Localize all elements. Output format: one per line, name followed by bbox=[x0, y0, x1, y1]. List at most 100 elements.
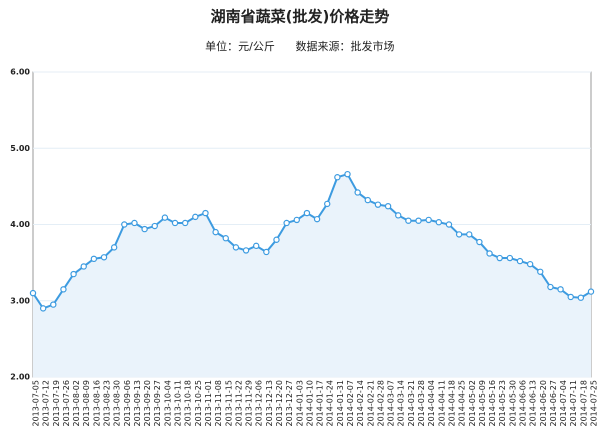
point bbox=[263, 248, 270, 256]
x-tick-label: 2014-03-28 bbox=[417, 380, 426, 427]
point bbox=[161, 214, 169, 221]
y-tick-label: 3.00 bbox=[10, 296, 30, 305]
point bbox=[283, 219, 290, 227]
x-tick-label: 2014-05-30 bbox=[508, 380, 517, 427]
y-tick-label: 2.00 bbox=[10, 373, 30, 382]
point bbox=[415, 217, 422, 224]
x-tick-label: 2014-05-16 bbox=[488, 380, 497, 427]
point bbox=[506, 254, 514, 262]
point bbox=[486, 250, 493, 257]
x-tick-label: 2013-10-25 bbox=[194, 380, 203, 427]
y-tick-label: 5.00 bbox=[10, 144, 30, 153]
x-tick-label: 2013-10-04 bbox=[163, 380, 172, 427]
x-tick-label: 2014-01-03 bbox=[295, 380, 304, 427]
x-tick-label: 2013-08-16 bbox=[92, 380, 101, 427]
x-tick-label: 2014-06-20 bbox=[539, 380, 548, 427]
point bbox=[253, 242, 260, 250]
x-tick-label: 2013-11-15 bbox=[224, 380, 233, 427]
x-tick-label: 2014-02-28 bbox=[376, 380, 385, 427]
x-tick-label: 2013-11-29 bbox=[245, 380, 254, 427]
x-tick-label: 2013-10-11 bbox=[174, 380, 183, 427]
point bbox=[547, 283, 554, 291]
point bbox=[100, 254, 108, 261]
point bbox=[313, 215, 321, 223]
point bbox=[60, 286, 67, 293]
x-tick-label: 2013-08-02 bbox=[72, 380, 81, 427]
point bbox=[29, 289, 37, 297]
point bbox=[496, 254, 503, 262]
point bbox=[567, 293, 574, 301]
x-tick-label: 2013-12-06 bbox=[255, 380, 264, 427]
point bbox=[537, 268, 544, 275]
point bbox=[344, 170, 351, 178]
x-tick-label: 2014-04-04 bbox=[427, 380, 436, 427]
x-tick-label: 2014-07-18 bbox=[579, 380, 588, 427]
point bbox=[90, 255, 98, 263]
point bbox=[39, 305, 47, 312]
point bbox=[425, 216, 432, 224]
point bbox=[395, 212, 402, 219]
point bbox=[587, 288, 595, 295]
x-tick-label: 2014-01-10 bbox=[305, 380, 314, 427]
x-tick-label: 2013-08-23 bbox=[103, 380, 112, 427]
x-tick-label: 2014-04-25 bbox=[458, 380, 467, 427]
point bbox=[80, 263, 87, 270]
point bbox=[222, 235, 229, 242]
x-tick-label: 2014-07-25 bbox=[590, 380, 599, 427]
point bbox=[455, 231, 463, 238]
point bbox=[526, 260, 534, 268]
point bbox=[577, 294, 585, 301]
y-tick-label: 6.00 bbox=[10, 68, 30, 77]
point bbox=[202, 209, 209, 217]
x-tick-label: 2014-02-07 bbox=[346, 380, 355, 427]
x-tick-label: 2014-01-24 bbox=[326, 380, 335, 427]
point bbox=[384, 202, 392, 210]
chart-subtitle: 数据来源：批发市场 bbox=[296, 39, 395, 53]
x-tick-label: 2013-12-13 bbox=[265, 380, 274, 427]
point bbox=[334, 174, 341, 181]
point bbox=[354, 189, 361, 196]
x-tick-label: 2013-12-20 bbox=[275, 380, 284, 427]
x-tick-label: 2014-05-02 bbox=[468, 380, 477, 427]
point bbox=[364, 196, 371, 204]
x-tick-label: 2013-12-27 bbox=[285, 380, 294, 427]
x-tick-label: 2014-03-07 bbox=[387, 380, 396, 427]
point bbox=[192, 213, 199, 221]
x-tick-label: 2013-10-18 bbox=[184, 380, 193, 427]
point bbox=[303, 209, 311, 217]
point bbox=[273, 236, 280, 243]
x-tick-label: 2014-01-17 bbox=[316, 380, 325, 427]
x-tick-label: 2014-03-14 bbox=[397, 380, 406, 427]
point bbox=[445, 221, 453, 228]
x-tick-label: 2014-04-11 bbox=[437, 380, 446, 427]
point bbox=[405, 217, 412, 224]
point bbox=[151, 222, 158, 230]
point bbox=[476, 238, 483, 246]
point bbox=[232, 244, 240, 251]
x-tick-label: 2014-03-21 bbox=[407, 380, 416, 427]
x-tick-label: 2013-09-20 bbox=[143, 380, 152, 427]
x-tick-label: 2014-06-06 bbox=[518, 380, 527, 427]
x-tick-label: 2014-06-27 bbox=[549, 380, 558, 427]
x-tick-label: 2014-04-18 bbox=[447, 380, 456, 427]
area bbox=[33, 174, 591, 377]
point bbox=[70, 270, 77, 278]
point bbox=[110, 244, 118, 251]
point bbox=[131, 219, 138, 227]
x-tick-label: 2014-05-09 bbox=[478, 380, 487, 427]
point bbox=[435, 219, 443, 226]
x-tick-label: 2013-07-26 bbox=[62, 380, 71, 427]
x-tick-label: 2013-11-01 bbox=[204, 380, 213, 427]
x-tick-label: 2013-11-22 bbox=[234, 380, 243, 427]
point bbox=[516, 257, 524, 265]
x-tick-label: 2013-09-13 bbox=[133, 380, 142, 427]
x-tick-label: 2013-08-30 bbox=[113, 380, 122, 427]
point bbox=[171, 219, 179, 227]
point bbox=[181, 219, 189, 227]
point bbox=[121, 221, 128, 228]
point bbox=[212, 228, 219, 236]
x-tick-label: 2013-08-09 bbox=[82, 380, 91, 427]
point bbox=[50, 301, 57, 308]
point bbox=[557, 286, 564, 293]
